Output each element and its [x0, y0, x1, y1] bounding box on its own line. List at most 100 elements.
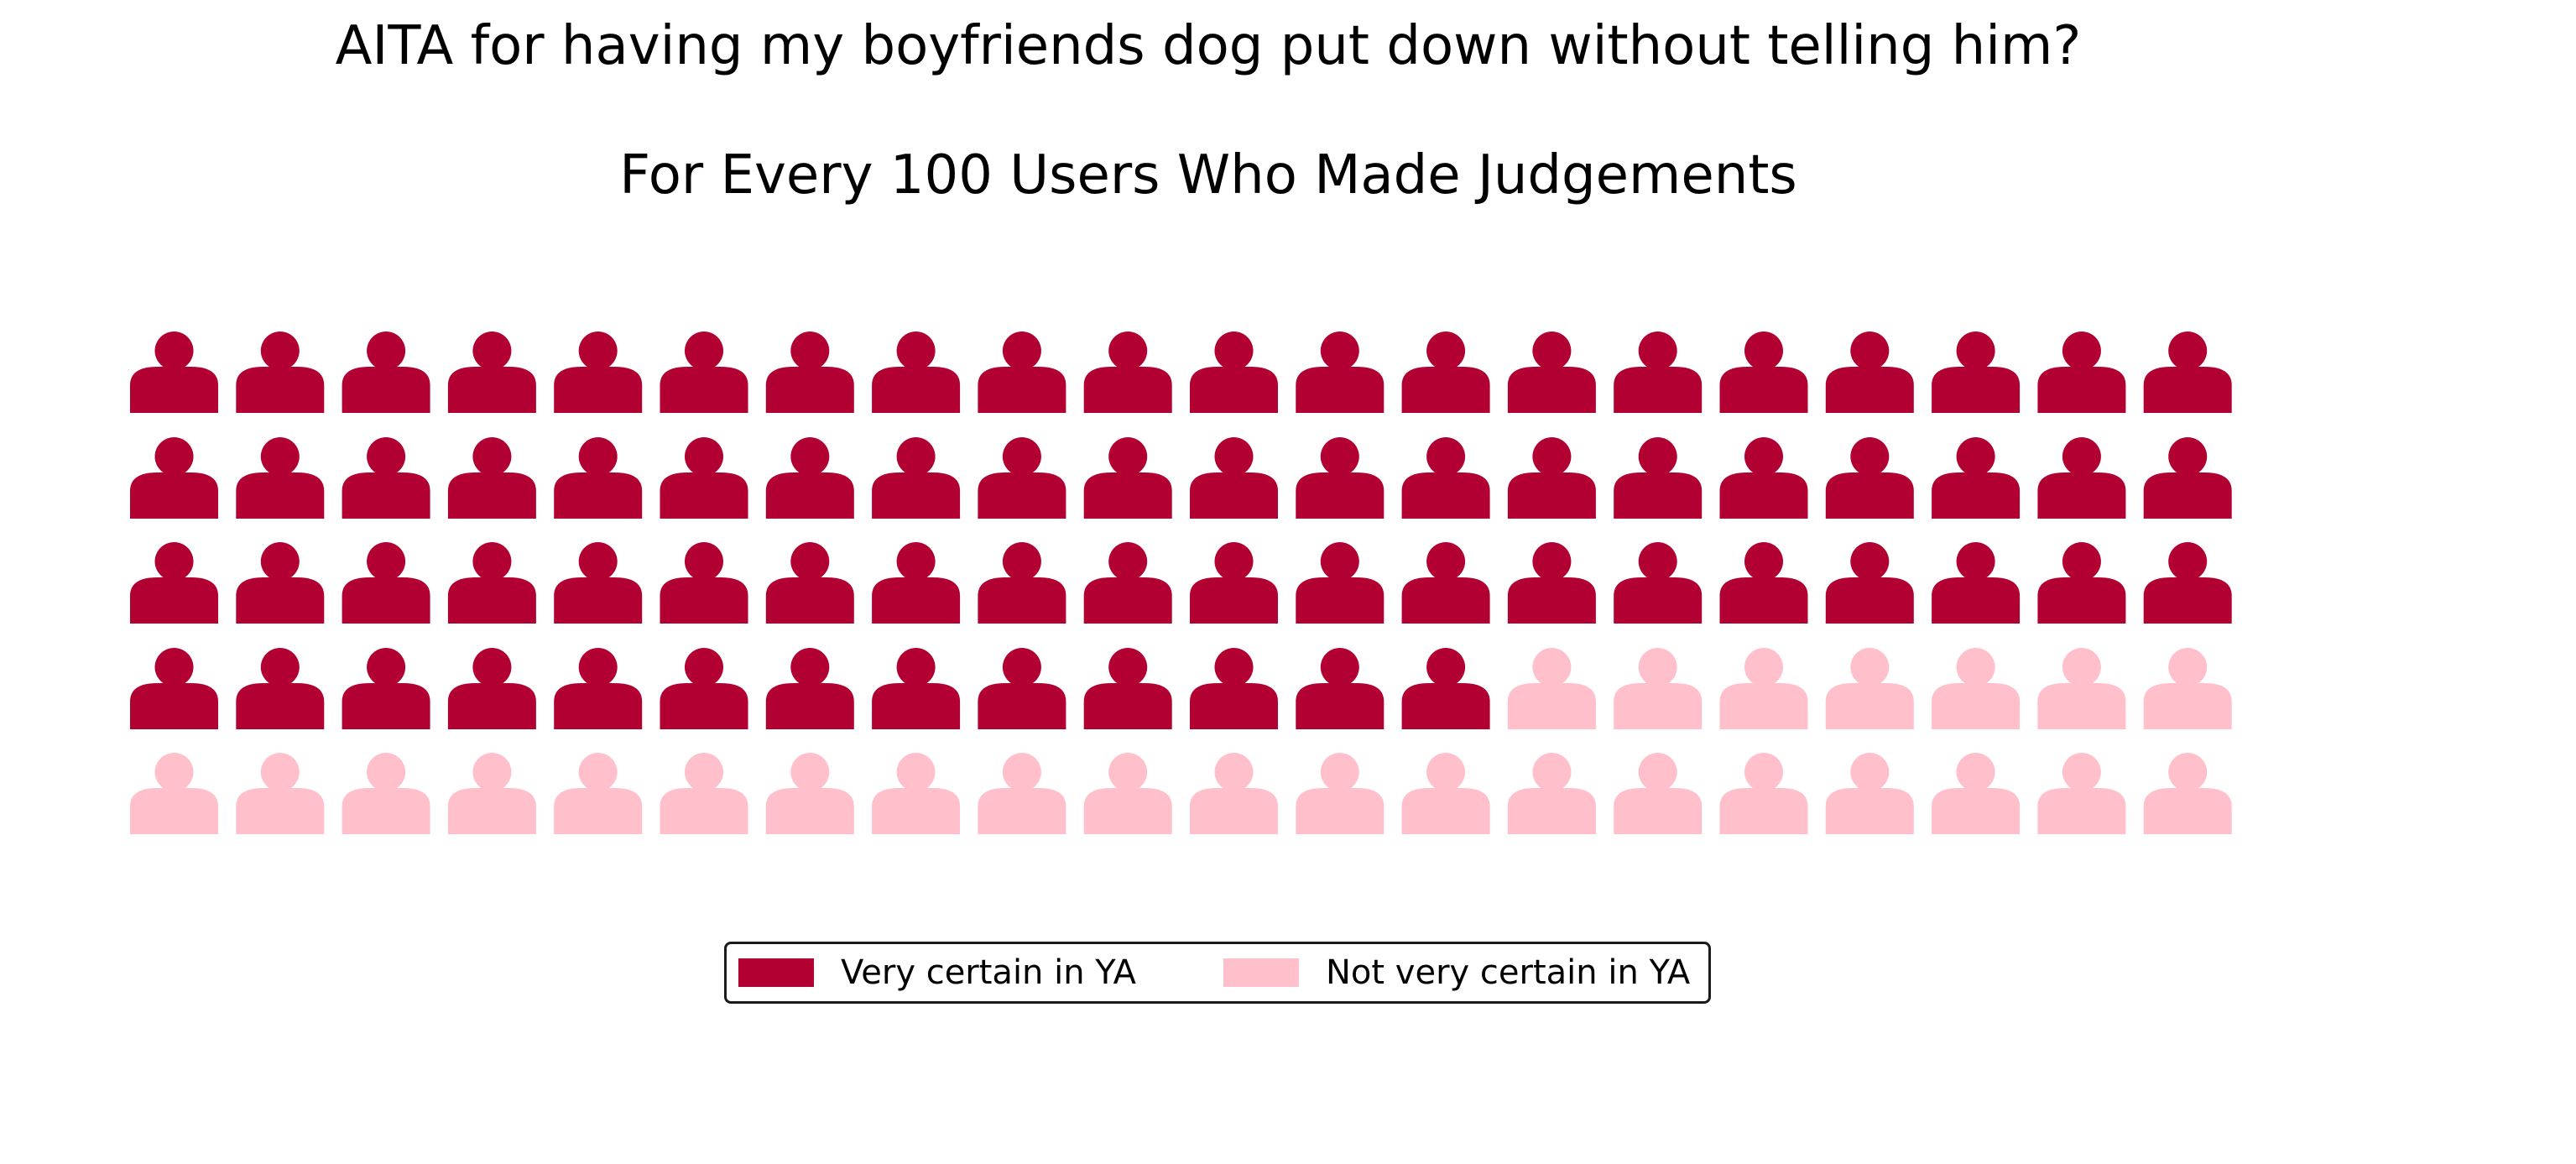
person-icon-head: [367, 331, 406, 370]
person-icon-body: [236, 472, 325, 519]
person-icon: [1190, 753, 1278, 834]
person-icon-head: [1638, 331, 1677, 370]
person-icon-head: [1532, 542, 1572, 581]
person-icon-body: [342, 577, 430, 624]
person-icon-body: [1190, 577, 1278, 624]
person-icon-body: [1190, 472, 1278, 519]
person-icon-body: [872, 577, 961, 624]
person-icon-body: [765, 788, 854, 834]
person-icon-head: [1850, 437, 1890, 476]
person-icon-body: [342, 472, 430, 519]
person-icon: [2037, 648, 2126, 729]
person-icon: [1614, 331, 1703, 413]
legend-label-not-very-certain: Not very certain in YA: [1326, 953, 1691, 992]
person-icon-body: [554, 367, 643, 413]
person-icon: [447, 648, 536, 729]
person-icon-body: [447, 472, 536, 519]
person-icon-head: [685, 753, 723, 791]
person-icon: [1825, 542, 1914, 624]
person-icon: [1932, 753, 2021, 834]
person-icon-body: [765, 683, 854, 729]
person-icon-head: [154, 753, 194, 791]
person-icon-body: [1932, 788, 2021, 834]
person-icon-head: [1214, 542, 1254, 581]
person-icon-body: [2143, 788, 2232, 834]
person-icon-head: [1638, 437, 1677, 476]
person-icon: [2143, 753, 2232, 834]
person-icon-head: [1532, 648, 1572, 686]
person-icon: [1507, 331, 1596, 413]
person-icon: [554, 648, 643, 729]
person-icon: [236, 437, 325, 519]
person-icon: [1932, 542, 2021, 624]
legend-item-very-certain: Very certain in YA: [738, 944, 1136, 1001]
person-icon: [130, 331, 218, 413]
person-icon: [1932, 331, 2021, 413]
person-icon-body: [1190, 788, 1278, 834]
legend: Very certain in YA Not very certain in Y…: [724, 942, 1711, 1004]
person-icon: [660, 542, 748, 624]
person-icon: [1190, 331, 1278, 413]
person-icon: [342, 437, 430, 519]
person-icon-head: [1744, 437, 1783, 476]
person-icon: [1296, 331, 1384, 413]
person-icon: [1296, 753, 1384, 834]
person-icon-body: [130, 683, 218, 729]
person-icon: [1932, 437, 2021, 519]
person-icon-head: [2168, 331, 2208, 370]
chart-title: AITA for having my boyfriends dog put do…: [335, 15, 2082, 77]
person-icon: [1507, 542, 1596, 624]
person-icon-head: [685, 331, 723, 370]
person-icon: [765, 437, 854, 519]
person-icon-body: [1083, 367, 1172, 413]
person-icon-head: [1850, 648, 1890, 686]
person-icon-body: [554, 683, 643, 729]
person-icon: [660, 331, 748, 413]
person-icon-head: [1638, 542, 1677, 581]
person-icon: [2037, 753, 2126, 834]
person-icon-body: [1190, 683, 1278, 729]
person-icon-head: [790, 648, 830, 686]
person-icon-body: [2143, 472, 2232, 519]
person-icon: [1083, 437, 1172, 519]
person-icon: [660, 753, 748, 834]
person-icon-head: [896, 437, 936, 476]
person-icon: [1719, 542, 1808, 624]
person-icon-head: [578, 437, 618, 476]
person-icon-head: [578, 331, 618, 370]
person-icon-body: [2037, 788, 2126, 834]
person-icon-head: [1320, 331, 1359, 370]
person-icon-head: [790, 331, 830, 370]
person-icon-body: [447, 683, 536, 729]
person-icon: [1401, 648, 1490, 729]
person-icon: [2143, 542, 2232, 624]
legend-item-not-very-certain: Not very certain in YA: [1223, 944, 1690, 1001]
person-icon: [978, 542, 1066, 624]
person-icon-head: [1956, 331, 1995, 370]
person-icon: [1190, 542, 1278, 624]
person-icon-body: [978, 472, 1066, 519]
person-icon-body: [660, 788, 748, 834]
person-icon-head: [1320, 542, 1359, 581]
person-icon-body: [1401, 683, 1490, 729]
person-icon: [130, 753, 218, 834]
person-icon-head: [1850, 331, 1890, 370]
person-icon-body: [554, 788, 643, 834]
person-icon-head: [260, 437, 300, 476]
person-icon-head: [1956, 648, 1995, 686]
person-icon: [765, 648, 854, 729]
person-icon-body: [130, 472, 218, 519]
person-icon-head: [472, 753, 512, 791]
person-icon-body: [1825, 472, 1914, 519]
person-icon-body: [1932, 577, 2021, 624]
person-icon-body: [1932, 367, 2021, 413]
person-icon: [1083, 542, 1172, 624]
person-icon-head: [2062, 331, 2101, 370]
person-icon-head: [1214, 437, 1254, 476]
person-icon-body: [236, 788, 325, 834]
person-icon-body: [2143, 683, 2232, 729]
person-icon-body: [1825, 367, 1914, 413]
person-icon-body: [1083, 683, 1172, 729]
person-icon-body: [130, 577, 218, 624]
person-icon-body: [447, 788, 536, 834]
